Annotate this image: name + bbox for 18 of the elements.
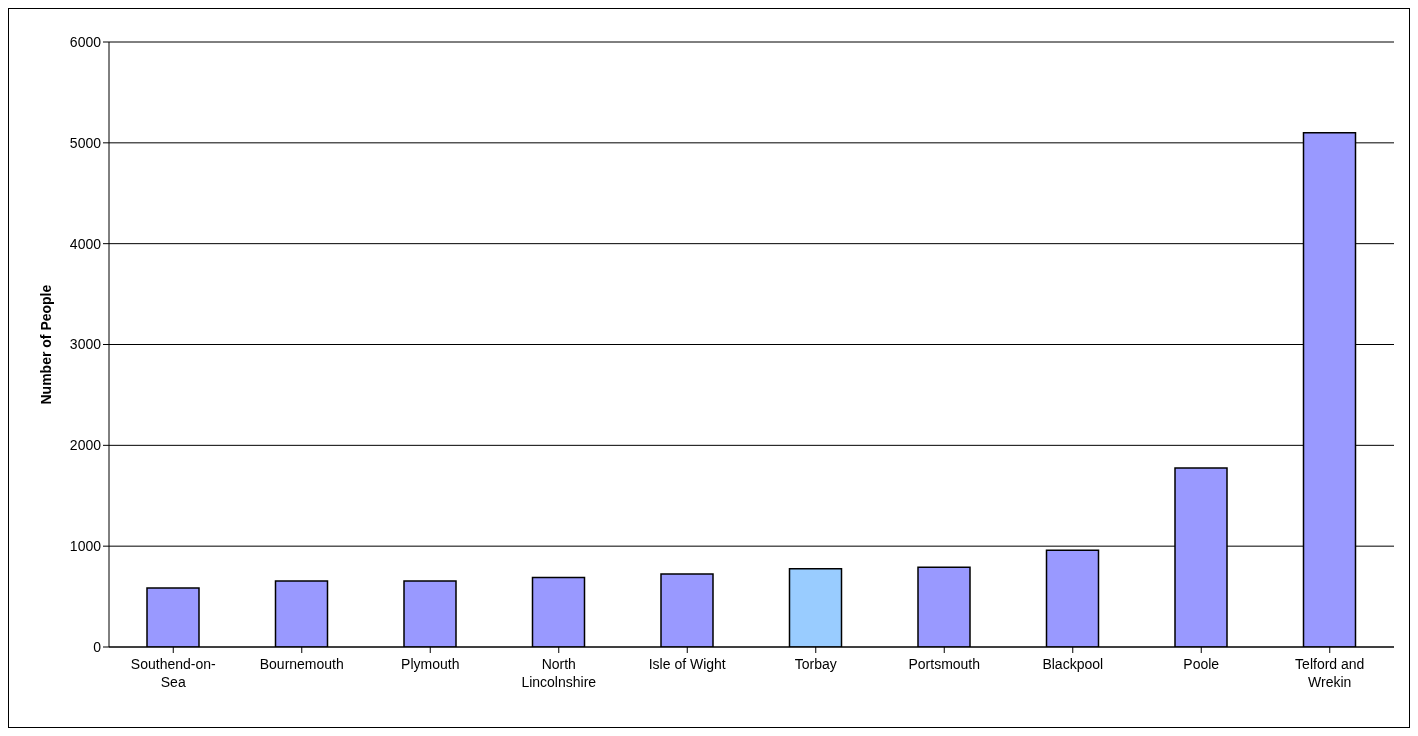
y-tick-label: 1000 xyxy=(69,538,102,555)
x-tick-label: Blackpool xyxy=(1042,656,1104,672)
y-tick-label: 3000 xyxy=(69,336,102,353)
y-tick-label: 2000 xyxy=(69,437,102,454)
y-tick-label: 4000 xyxy=(69,235,102,252)
y-tick-label: 6000 xyxy=(69,33,102,50)
y-tick-label: 5000 xyxy=(69,134,102,151)
x-tick-label: Torbay xyxy=(794,656,837,672)
x-tick-label: Southend-on-Sea xyxy=(130,656,217,690)
x-tick-label: Isle of Wight xyxy=(648,656,726,672)
x-tick-label: Portsmouth xyxy=(908,656,981,672)
x-tick-label: North Lincolnshire xyxy=(521,656,597,690)
y-axis-title: Number of People xyxy=(37,284,54,405)
x-tick-label: Bournemouth xyxy=(259,656,344,672)
x-tick-label: Poole xyxy=(1183,656,1220,672)
x-tick-label: Plymouth xyxy=(401,656,460,672)
y-tick-label: 0 xyxy=(93,638,102,655)
x-tick-label: Telford and Wrekin xyxy=(1295,656,1365,690)
